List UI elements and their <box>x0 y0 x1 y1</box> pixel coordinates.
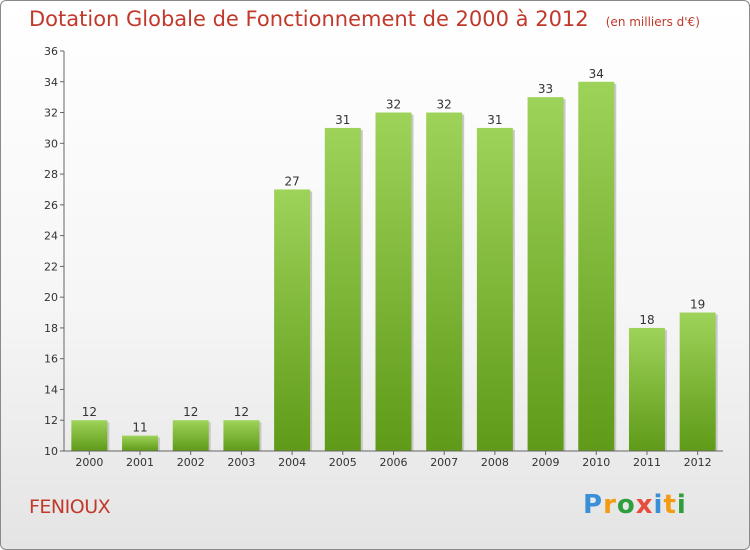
y-tick-label: 24 <box>44 230 58 243</box>
x-tick-label-2009: 2009 <box>532 456 560 469</box>
place-name: FENIOUX <box>29 496 111 518</box>
axes-group: 10 12 14 16 18 20 22 24 26 28 30 32 34 36 2000 2001 2002… <box>44 45 723 469</box>
bar-2005 <box>324 127 361 451</box>
logo-letter: t <box>663 490 677 520</box>
y-tick-label: 18 <box>44 322 58 335</box>
y-tick-label: 32 <box>44 107 58 120</box>
logo-letter: o <box>616 490 636 520</box>
x-tick-label-2011: 2011 <box>633 456 661 469</box>
logo-letter: x <box>635 490 654 520</box>
y-tick-label: 12 <box>44 414 58 427</box>
x-tick-label-2002: 2002 <box>177 456 205 469</box>
value-label-2009: 33 <box>538 82 553 96</box>
x-tick-label-2004: 2004 <box>278 456 306 469</box>
proxiti-logo: Proxiti <box>583 490 687 520</box>
bar-2002 <box>172 420 209 451</box>
x-tick-label-2008: 2008 <box>481 456 509 469</box>
value-label-2004: 27 <box>284 174 299 188</box>
logo-letter: i <box>653 490 664 520</box>
bar-2004 <box>274 189 311 451</box>
y-tick-label: 34 <box>44 76 58 89</box>
x-tick-label-2006: 2006 <box>380 456 408 469</box>
chart-title: Dotation Globale de Fonctionnement de 20… <box>29 7 589 31</box>
bar-2012 <box>679 312 716 451</box>
x-tick-label-2000: 2000 <box>75 456 103 469</box>
x-tick-label-2003: 2003 <box>227 456 255 469</box>
y-tick-label: 28 <box>44 168 58 181</box>
y-tick-label: 16 <box>44 353 58 366</box>
y-tick-label: 30 <box>44 137 58 150</box>
value-label-2000: 12 <box>82 405 97 419</box>
value-label-2002: 12 <box>183 405 198 419</box>
bar-2008 <box>476 127 513 451</box>
x-tick-label-2010: 2010 <box>582 456 610 469</box>
bar-2001 <box>122 435 159 451</box>
y-tick-label: 20 <box>44 291 58 304</box>
y-tick-label: 36 <box>44 45 58 58</box>
y-tick-label: 10 <box>44 445 58 458</box>
logo-letter: i <box>676 490 687 520</box>
value-label-2010: 34 <box>589 67 604 81</box>
bar-2009 <box>527 97 564 452</box>
title-row: Dotation Globale de Fonctionnement de 20… <box>29 7 700 31</box>
x-tick-label-2012: 2012 <box>684 456 712 469</box>
y-tick-label: 14 <box>44 383 58 396</box>
y-tick-label: 26 <box>44 199 58 212</box>
value-label-2008: 31 <box>487 113 502 127</box>
x-tick-label-2007: 2007 <box>430 456 458 469</box>
value-label-2007: 32 <box>437 98 452 112</box>
chart-subtitle: (en milliers d'€) <box>605 15 700 29</box>
bar-2010 <box>578 81 615 452</box>
logo-letter: P <box>583 490 604 520</box>
value-label-2001: 11 <box>132 421 147 435</box>
bar-2003 <box>223 420 260 451</box>
bars-group: 12 11 12 12 27 31 32 32 31 33 34 18 19 <box>71 67 718 452</box>
bar-2007 <box>426 112 463 452</box>
y-tick-label: 22 <box>44 260 58 273</box>
logo-letter: r <box>603 490 617 520</box>
bar-2000 <box>71 420 108 451</box>
bar-2006 <box>375 112 412 452</box>
value-label-2012: 19 <box>690 298 705 312</box>
value-label-2005: 31 <box>335 113 350 127</box>
value-label-2011: 18 <box>639 313 654 327</box>
value-label-2006: 32 <box>386 98 401 112</box>
x-tick-label-2005: 2005 <box>329 456 357 469</box>
value-label-2003: 12 <box>234 405 249 419</box>
bar-2011 <box>628 327 665 451</box>
x-tick-label-2001: 2001 <box>126 456 154 469</box>
